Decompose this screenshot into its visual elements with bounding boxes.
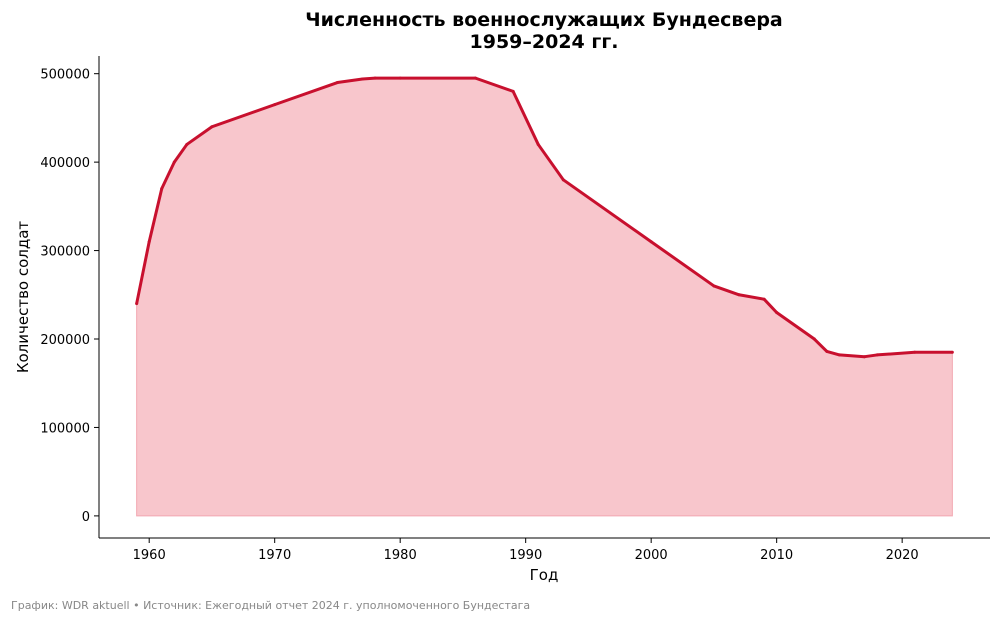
data-point [712, 284, 716, 288]
data-point [762, 297, 766, 301]
x-tick-label: 1960 [133, 548, 166, 563]
x-tick-label: 2010 [760, 548, 793, 563]
x-axis-label: Год [530, 566, 559, 584]
data-point [210, 125, 214, 129]
data-point [875, 353, 879, 357]
data-point [536, 142, 540, 146]
y-tick-label: 400000 [40, 156, 90, 171]
data-point [812, 337, 816, 341]
data-point [649, 240, 653, 244]
data-point [737, 293, 741, 297]
data-point [335, 81, 339, 85]
data-point [185, 142, 189, 146]
data-point [825, 349, 829, 353]
chart-subtitle: 1959–2024 гг. [469, 31, 619, 53]
data-point [273, 103, 277, 107]
data-point [473, 76, 477, 80]
data-point [172, 160, 176, 164]
y-tick-label: 300000 [40, 245, 90, 260]
x-tick-label: 2020 [886, 548, 919, 563]
data-point [361, 77, 365, 81]
x-tick-label: 1970 [258, 548, 291, 563]
data-point [398, 76, 402, 80]
y-tick-label: 0 [82, 510, 90, 525]
y-tick-label: 200000 [40, 333, 90, 348]
y-tick-label: 500000 [40, 68, 90, 83]
chart-title: Численность военнослужащих Бундесвера [305, 9, 783, 31]
data-point [135, 302, 139, 306]
data-point [950, 350, 954, 354]
y-tick-label: 100000 [40, 421, 90, 436]
x-tick-label: 2000 [635, 548, 668, 563]
source-footer: График: WDR aktuell • Источник: Ежегодны… [11, 599, 531, 612]
data-point [147, 240, 151, 244]
data-point [561, 178, 565, 182]
data-point [160, 187, 164, 191]
data-point [373, 76, 377, 80]
x-tick-label: 1990 [509, 548, 542, 563]
data-point [863, 355, 867, 359]
data-point [775, 310, 779, 314]
data-point [913, 350, 917, 354]
data-point [837, 353, 841, 357]
y-axis-label: Количество солдат [14, 221, 32, 374]
data-point [511, 89, 515, 93]
x-tick-label: 1980 [384, 548, 417, 563]
series-area [136, 77, 953, 517]
